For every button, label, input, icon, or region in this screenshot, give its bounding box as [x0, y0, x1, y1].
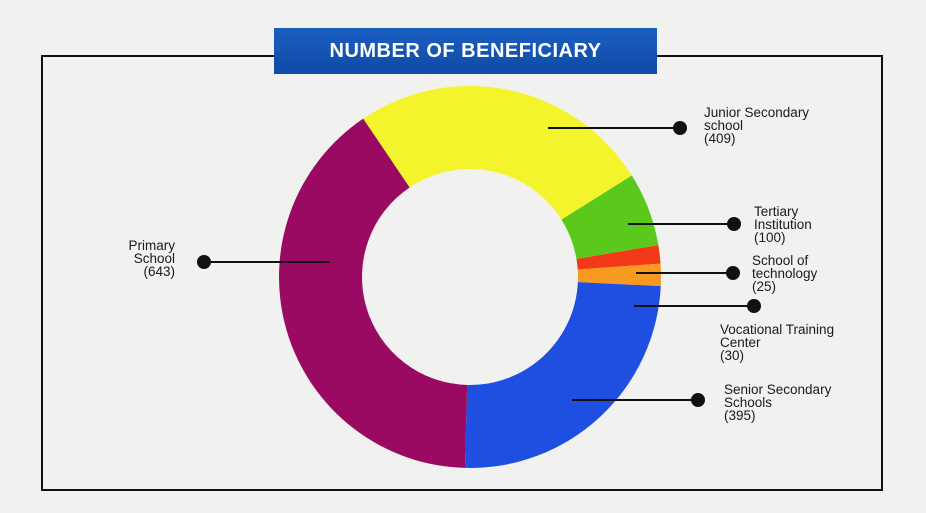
label-value: (100)	[754, 230, 786, 245]
slice-primary-school	[278, 118, 468, 468]
label-name: Primary School	[128, 238, 176, 266]
label-junior-secondary-school: Junior Secondary school (409)	[704, 105, 834, 146]
label-primary-school: Primary School (643)	[120, 238, 176, 279]
leader-dot-primary-school	[197, 255, 211, 269]
label-name: Tertiary Institution	[754, 204, 812, 232]
slice-tertiary-institution	[561, 175, 659, 259]
chart-title: NUMBER OF BENEFICIARY	[274, 28, 657, 74]
leader-dot-junior-secondary-school	[673, 121, 687, 135]
label-tertiary-institution: Tertiary Institution (100)	[754, 204, 834, 245]
leader-dot-school-of-technology	[726, 266, 740, 280]
slice-senior-secondary-schools	[464, 282, 661, 468]
label-value: (409)	[704, 131, 736, 146]
label-vocational-training-center: Vocational Training Center (30)	[720, 322, 840, 363]
leader-dot-tertiary-institution	[727, 217, 741, 231]
label-value: (25)	[752, 279, 777, 294]
label-value: (643)	[143, 264, 175, 279]
label-senior-secondary-schools: Senior Secondary Schools (395)	[724, 382, 854, 423]
label-name: Senior Secondary Schools	[724, 382, 832, 410]
label-value: (30)	[720, 348, 745, 363]
slice-school-of-technology	[576, 245, 661, 270]
leader-dot-senior-secondary-schools	[691, 393, 705, 407]
slice-junior-secondary-school	[363, 86, 632, 220]
label-school-of-technology: School of technology (25)	[752, 253, 847, 294]
label-value: (395)	[724, 408, 756, 423]
leader-dot-vocational-training-center	[747, 299, 761, 313]
label-name: School of technology	[752, 253, 818, 281]
label-name: Vocational Training Center	[720, 322, 835, 350]
slice-vocational-training-center	[577, 263, 661, 287]
label-name: Junior Secondary school	[704, 105, 810, 133]
